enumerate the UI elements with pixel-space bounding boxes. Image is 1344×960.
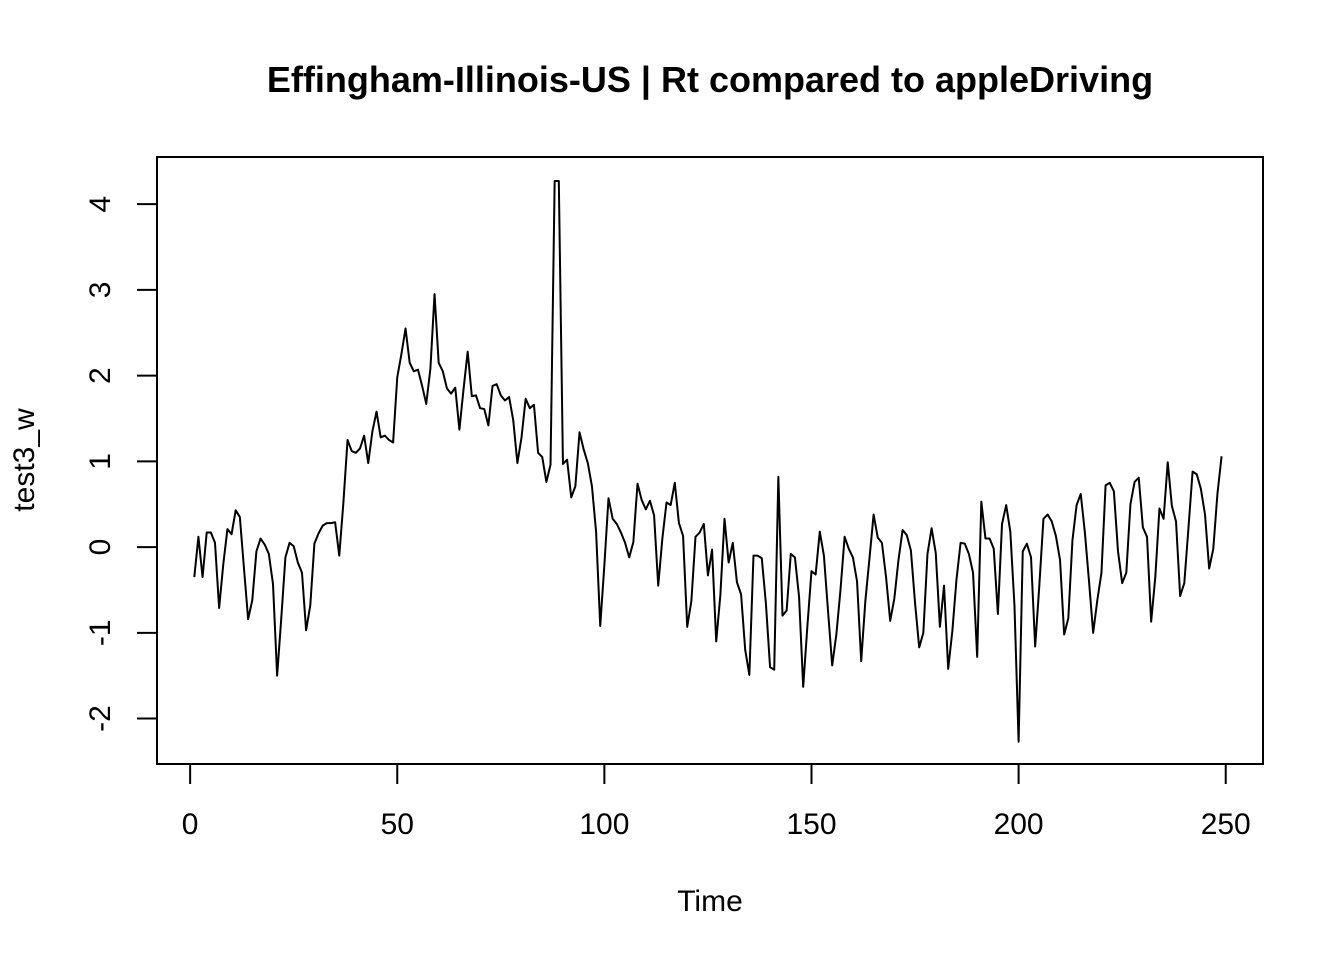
x-tick-label: 0 — [182, 808, 199, 841]
x-tick-label: 150 — [786, 808, 836, 841]
x-tick-label: 100 — [579, 808, 629, 841]
y-tick-label: 3 — [84, 282, 117, 299]
series-line — [193, 180, 1223, 743]
plot-box — [156, 156, 1264, 765]
x-axis-label: Time — [677, 885, 743, 918]
x-tick-label: 250 — [1201, 808, 1251, 841]
y-tick-label: 1 — [84, 453, 117, 470]
x-axis: 0 50 100 150 200 250 — [182, 763, 1251, 841]
y-tick-label: 4 — [84, 196, 117, 213]
y-tick-label: 0 — [84, 539, 117, 556]
x-tick-label: 200 — [994, 808, 1044, 841]
chart-title: Effingham-Illinois-US | Rt compared to a… — [267, 59, 1153, 101]
y-axis: -2 -1 0 1 2 3 4 — [84, 196, 158, 732]
y-tick-label: -2 — [84, 705, 117, 732]
y-tick-label: 2 — [84, 367, 117, 384]
y-axis-label: test3_w — [8, 408, 41, 512]
y-tick-label: -1 — [84, 619, 117, 646]
x-tick-label: 50 — [381, 808, 414, 841]
